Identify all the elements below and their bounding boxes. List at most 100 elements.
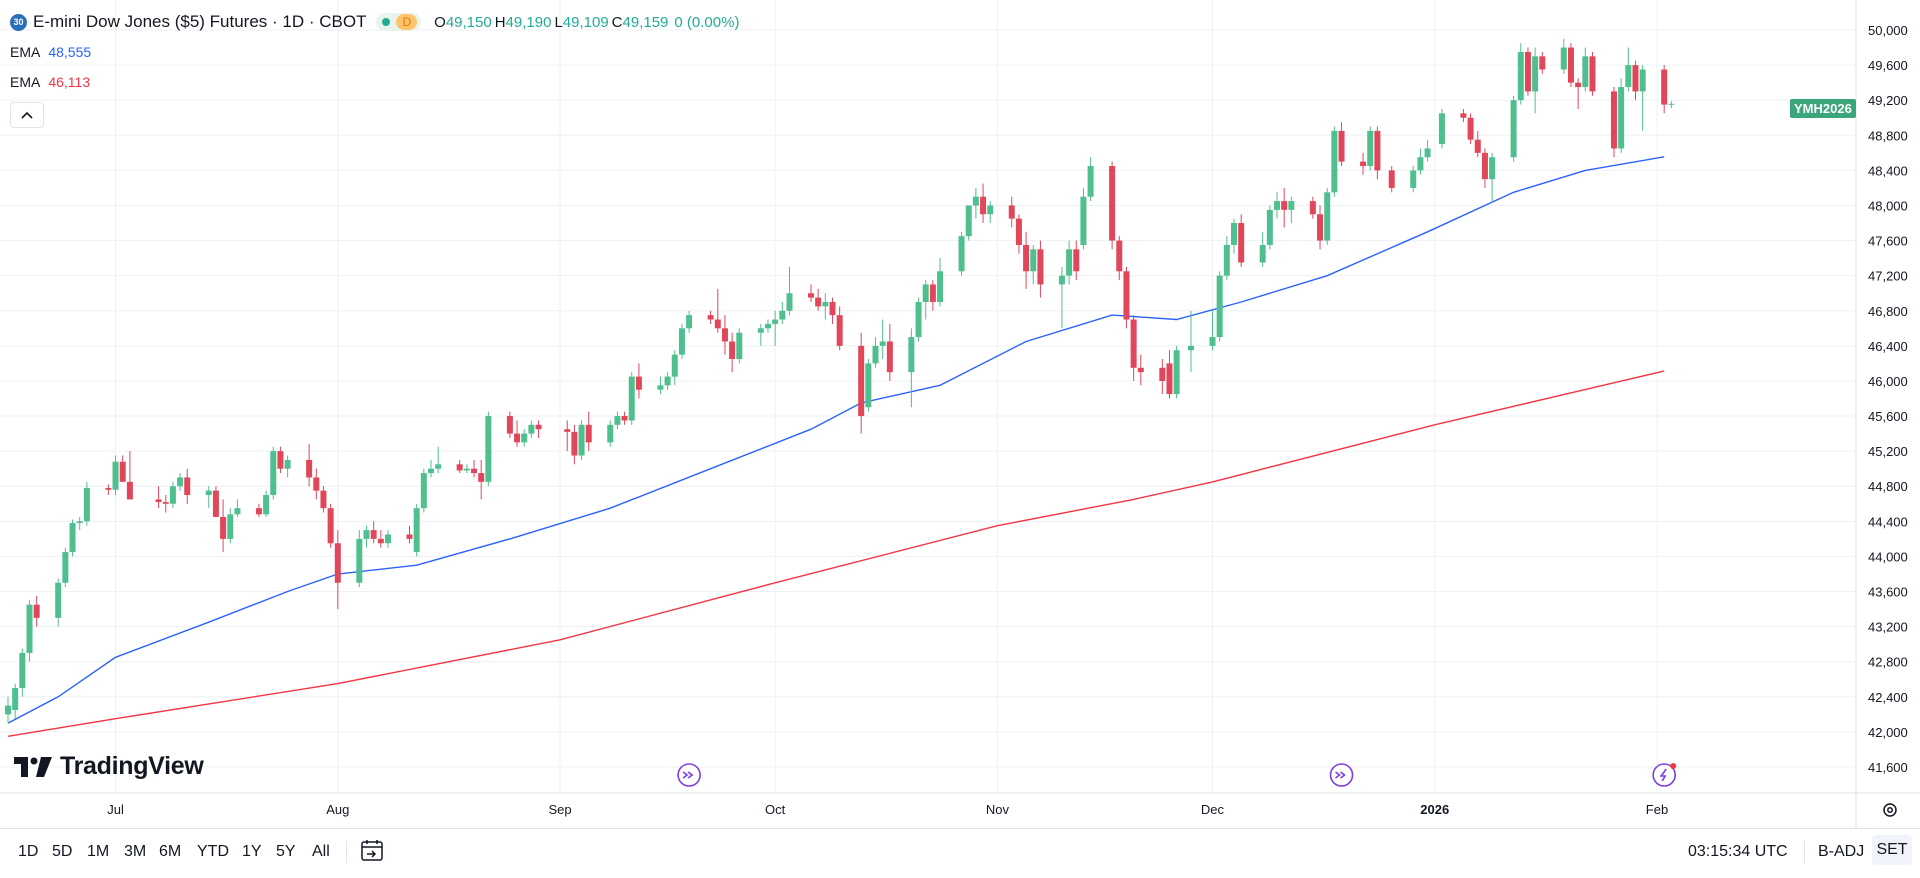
range-ytd-button[interactable]: YTD [197,843,229,860]
tradingview-logo[interactable]: TradingView [14,752,204,781]
candle-body [958,236,965,272]
candle-body [169,486,176,504]
candle-body [1639,69,1646,92]
candle [707,310,714,324]
candle-body [463,468,470,471]
price-tick-label: 46,400 [1868,339,1908,354]
candle [1618,78,1625,153]
candle [1489,152,1496,202]
candle-body [5,705,11,715]
collapse-legend-button[interactable] [10,102,44,128]
candle-body [356,538,363,583]
candle-body [1281,201,1288,210]
symbol-legend[interactable]: 30 E-mini Dow Jones ($5) Futures · 1D · … [10,12,739,32]
candle-body [33,604,40,618]
forward-circle-icon [677,763,701,787]
candle-body [1030,249,1037,272]
candle [614,411,621,430]
range-1y-button[interactable]: 1Y [242,843,262,860]
candle [105,484,112,496]
candle [263,490,270,517]
range-6m-button[interactable]: 6M [159,843,182,860]
chart-settings-button[interactable] [1880,800,1900,825]
candle-body [1424,148,1431,158]
candle [377,530,384,548]
price-tick-label: 44,400 [1868,514,1908,529]
candle-body [578,424,585,456]
candle [119,455,126,482]
range-1d-button[interactable]: 1D [18,843,39,860]
candle [714,288,721,333]
candle-body [908,337,915,373]
candle-body [678,328,685,355]
candle-body [872,345,879,364]
candle-body [815,297,822,307]
candle [1266,205,1273,250]
event-notification-dot [1670,763,1677,769]
candle-body [1331,130,1338,193]
ema-value: 46,113 [48,74,91,90]
ema-legend-2[interactable]: EMA 46,113 [10,74,90,90]
low-label: L [554,13,563,31]
candle-body [12,688,19,710]
candle [1467,113,1474,145]
candle-body [1087,165,1094,197]
goto-date-button[interactable] [360,839,386,868]
close-label: C [611,13,623,31]
candle-body [234,508,241,515]
candle [1374,126,1381,180]
candle-body [1510,100,1517,158]
back-adjust-button[interactable]: B-ADJ [1818,843,1865,860]
candle [1030,244,1037,285]
candle-body [1187,345,1194,351]
range-all-button[interactable]: All [312,843,330,860]
candle-body [1216,275,1223,338]
price-tick-label: 48,800 [1868,128,1908,143]
price-tick-label: 50,000 [1868,23,1908,38]
candle-body [76,521,83,524]
candle-body [1015,218,1022,245]
market-status-pill[interactable]: D [376,13,422,31]
range-5y-button[interactable]: 5Y [276,843,296,860]
price-tick-label: 41,600 [1868,760,1908,775]
candle [33,595,40,627]
symbol-title[interactable]: E-mini Dow Jones ($5) Futures · 1D · CBO… [33,12,367,31]
candle-body [521,433,528,443]
candle-body [126,481,133,500]
settlement-toggle-button[interactable]: SET [1872,835,1912,865]
ema-fast-line [7,156,1665,724]
candle [1159,359,1166,395]
price-tick-label: 47,200 [1868,269,1908,284]
ema-legend-1[interactable]: EMA 48,555 [10,44,91,60]
chart-canvas[interactable]: 50,000 49,600 49,200 48,800 48,400 48,000 47,6… [0,0,1920,828]
candle [1087,157,1094,202]
candle-body [277,451,284,469]
candle-body [858,345,865,417]
candle-body [1668,103,1675,105]
range-5d-button[interactable]: 5D [52,843,73,860]
candle-body [1309,201,1316,215]
candle [327,503,334,548]
candle [1080,187,1087,250]
event-glyph [1659,768,1667,782]
candle [908,328,915,408]
candle-body [1467,117,1474,140]
candle-body [26,604,33,653]
symbol-logo-icon: 30 [10,13,27,31]
price-tick-label: 46,800 [1868,304,1908,319]
candle [965,205,972,241]
candle [671,350,678,386]
calendar-goto-icon [361,840,383,861]
time-tick-label: Aug [326,802,349,817]
range-1m-button[interactable]: 1M [87,843,110,860]
candle-body [1632,65,1639,92]
range-3m-button[interactable]: 3M [124,843,147,860]
candle-body [155,499,162,503]
candle [858,332,865,434]
clock-time[interactable]: 03:15:34 UTC [1688,843,1788,860]
candle [83,481,90,526]
candle [234,499,241,517]
candle [205,486,212,509]
candle [471,459,478,478]
price-tick-label: 49,600 [1868,58,1908,73]
